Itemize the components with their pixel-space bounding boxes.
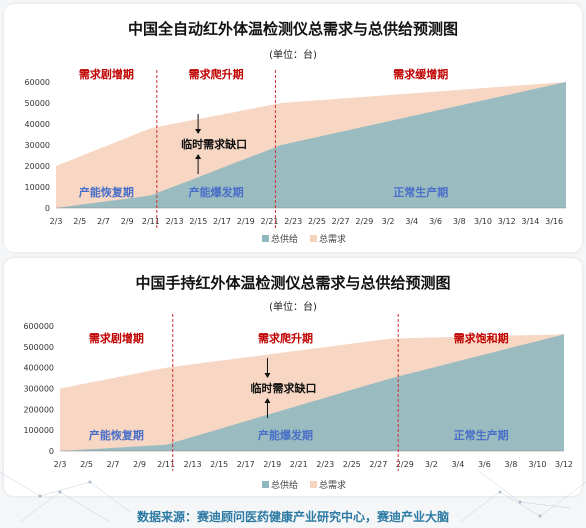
x-tick-label: 2/9 <box>133 460 146 469</box>
y-tick-label: 400000 <box>23 364 54 373</box>
legend-label-demand: 总需求 <box>319 479 346 491</box>
chart-title: 中国手持红外体温检测仪总需求与总供给预测图 <box>135 274 451 292</box>
stage-label: 产能恢复期 <box>89 428 144 442</box>
x-tick-label: 2/13 <box>184 460 202 469</box>
x-tick-label: 2/23 <box>284 217 302 226</box>
legend-swatch-supply <box>262 235 269 242</box>
x-tick-label: 3/14 <box>521 217 539 226</box>
legend-swatch-demand <box>310 235 317 242</box>
stage-label: 产能爆发期 <box>189 185 244 199</box>
y-tick-label: 0 <box>49 447 54 456</box>
x-tick-label: 2/17 <box>237 460 255 469</box>
x-tick-label: 2/25 <box>308 217 326 226</box>
area-chart-handheld: 0 100000 200000 300000 400000 500000 600000 2/3… <box>23 314 573 491</box>
x-tick-label: 2/27 <box>369 460 387 469</box>
x-tick-label: 2/15 <box>210 460 228 469</box>
x-tick-label: 3/8 <box>453 217 466 226</box>
x-tick-label: 2/13 <box>166 217 184 226</box>
x-tick-label: 3/4 <box>451 460 464 469</box>
x-tick-label: 2/25 <box>343 460 361 469</box>
x-tick-label: 2/23 <box>316 460 334 469</box>
phase-label: 需求缓增期 <box>393 67 448 81</box>
stage-label: 正常生产期 <box>393 185 448 199</box>
x-tick-label: 2/21 <box>261 217 279 226</box>
y-tick-label: 50000 <box>25 99 50 108</box>
x-tick-label: 2/3 <box>54 460 67 469</box>
legend-label-supply: 总供给 <box>271 479 298 491</box>
y-tick-label: 500000 <box>23 343 54 352</box>
x-tick-label: 3/6 <box>429 217 442 226</box>
area-chart-automatic: 0 10000 20000 30000 40000 50000 60000 2/3 2/5 2/7… <box>25 67 566 245</box>
x-tick-label: 2/7 <box>107 460 120 469</box>
y-tick-label: 100000 <box>23 426 54 435</box>
chart-title: 中国全自动红外体温检测仪总需求与总供给预测图 <box>127 20 458 38</box>
y-tick-label: 40000 <box>25 120 50 129</box>
x-tick-label: 2/29 <box>396 460 414 469</box>
arrow-up-head-icon <box>195 154 202 159</box>
x-tick-label: 2/5 <box>80 460 93 469</box>
y-tick-label: 60000 <box>25 78 50 87</box>
x-tick-label: 2/5 <box>73 217 86 226</box>
x-tick-label: 3/12 <box>498 217 516 226</box>
gap-annotation: 临时需求缺口 <box>181 137 247 151</box>
x-tick-label: 3/6 <box>478 460 491 469</box>
y-tick-label: 20000 <box>25 162 50 171</box>
legend-label-demand: 总需求 <box>319 233 346 245</box>
phase-label: 需求剧增期 <box>89 331 144 345</box>
gap-annotation: 临时需求缺口 <box>250 381 316 395</box>
x-tick-label: 2/3 <box>50 217 63 226</box>
chart-panel-handheld: 中国手持红外体温检测仪总需求与总供给预测图 (单位：台) 0 100000 2000… <box>4 258 582 496</box>
x-tick-label: 2/15 <box>189 217 207 226</box>
x-tick-label: 2/17 <box>213 217 231 226</box>
stage-label: 产能爆发期 <box>258 428 313 442</box>
x-tick-label: 2/21 <box>290 460 308 469</box>
x-tick-label: 2/7 <box>97 217 110 226</box>
x-tick-label: 3/12 <box>555 460 573 469</box>
data-source-footer: 数据来源：赛迪顾问医药健康产业研究中心，赛迪产业大脑 <box>136 510 449 524</box>
chart-panel-automatic: 中国全自动红外体温检测仪总需求与总供给预测图 (单位：台) 0 10000 2000… <box>4 4 582 252</box>
x-tick-label: 3/2 <box>382 217 395 226</box>
x-tick-label: 2/27 <box>332 217 350 226</box>
y-tick-label: 600000 <box>23 322 54 331</box>
legend-label-supply: 总供给 <box>271 233 298 245</box>
supply-area-series <box>60 334 564 451</box>
x-tick-label: 2/9 <box>121 217 134 226</box>
x-tick-label: 2/11 <box>157 460 175 469</box>
arrow-down-head-icon <box>264 373 271 378</box>
x-tick-label: 3/8 <box>505 460 518 469</box>
stage-label: 正常生产期 <box>454 428 509 442</box>
legend-swatch-demand <box>310 481 317 488</box>
phase-label: 需求剧增期 <box>79 67 134 81</box>
y-tick-label: 10000 <box>25 183 50 192</box>
x-tick-label: 3/2 <box>425 460 438 469</box>
arrow-up-head-icon <box>264 398 271 403</box>
phase-label: 需求爬升期 <box>189 67 244 81</box>
phase-label: 需求爬升期 <box>258 331 313 345</box>
chart-unit: (单位：台) <box>269 302 317 313</box>
legend-swatch-supply <box>262 481 269 488</box>
supply-area-series <box>56 82 566 208</box>
stage-label: 产能恢复期 <box>79 185 134 199</box>
chart-unit: (单位：台) <box>269 50 317 61</box>
x-tick-label: 2/19 <box>263 460 281 469</box>
x-tick-label: 2/11 <box>142 217 160 226</box>
y-tick-label: 200000 <box>23 405 54 414</box>
x-tick-label: 3/10 <box>528 460 546 469</box>
x-tick-label: 2/29 <box>355 217 373 226</box>
x-tick-label: 3/10 <box>474 217 492 226</box>
arrow-down-head-icon <box>195 129 202 134</box>
y-tick-label: 0 <box>45 204 50 213</box>
y-tick-label: 30000 <box>25 141 50 150</box>
x-tick-label: 3/16 <box>545 217 563 226</box>
y-tick-label: 300000 <box>23 385 54 394</box>
phase-label: 需求饱和期 <box>454 331 509 345</box>
x-tick-label: 2/19 <box>237 217 255 226</box>
x-tick-label: 3/4 <box>405 217 418 226</box>
